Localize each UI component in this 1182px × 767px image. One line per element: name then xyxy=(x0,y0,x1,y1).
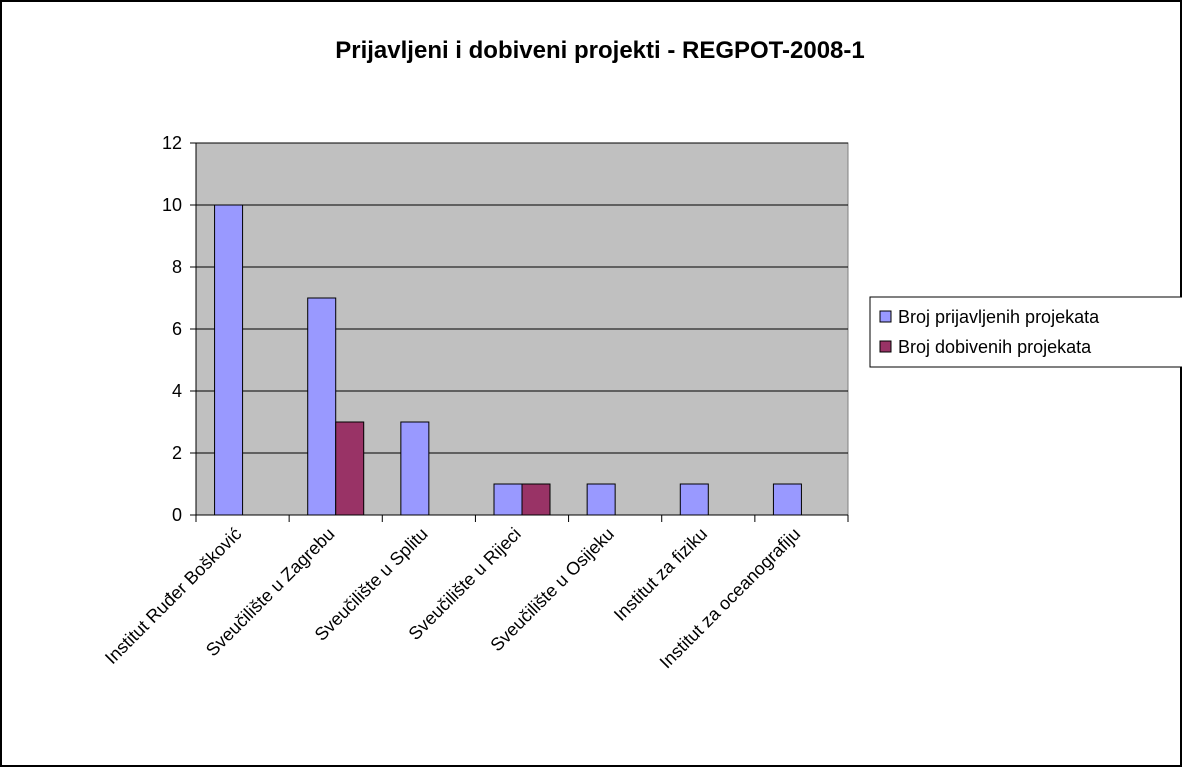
y-tick-label: 8 xyxy=(172,257,182,277)
legend-label: Broj dobivenih projekata xyxy=(898,337,1092,357)
y-tick-label: 2 xyxy=(172,443,182,463)
legend-label: Broj prijavljenih projekata xyxy=(898,307,1100,327)
legend-swatch xyxy=(879,340,892,353)
legend-box xyxy=(869,296,1182,368)
y-tick-label: 6 xyxy=(172,319,182,339)
bar xyxy=(679,483,709,516)
y-tick-label: 0 xyxy=(172,505,182,525)
bar xyxy=(772,483,802,516)
bar xyxy=(521,483,551,516)
bar xyxy=(493,483,523,516)
y-tick-label: 12 xyxy=(162,133,182,153)
bar xyxy=(214,204,244,516)
y-tick-label: 4 xyxy=(172,381,182,401)
chart-title: Prijavljeni i dobiveni projekti - REGPOT… xyxy=(335,37,865,64)
y-tick-label: 10 xyxy=(162,195,182,215)
bar xyxy=(335,421,365,516)
bar xyxy=(586,483,616,516)
bar xyxy=(400,421,430,516)
legend-swatch xyxy=(879,310,892,323)
bar xyxy=(307,297,337,516)
